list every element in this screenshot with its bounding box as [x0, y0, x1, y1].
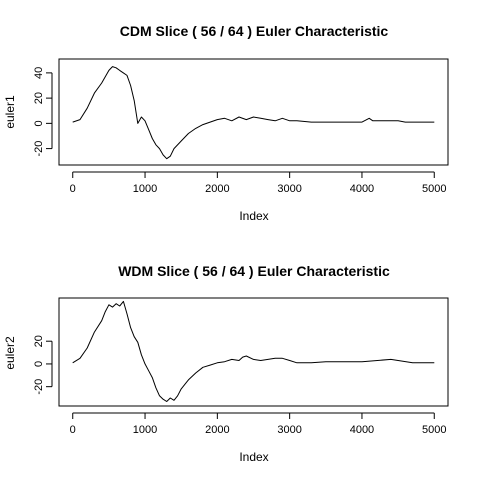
y-axis: -20 0 20 40: [33, 67, 53, 157]
x-tick-label: 1000: [133, 424, 157, 436]
y-tick-label: 0: [33, 120, 45, 126]
y-axis-label: euler1: [3, 95, 17, 129]
x-tick-label: 4000: [350, 424, 374, 436]
y-tick-label: -20: [33, 141, 45, 157]
plot-frame: [58, 58, 449, 166]
y-axis: -20 0 20: [33, 335, 53, 395]
y-tick-label: 0: [33, 361, 45, 367]
y-tick-label: 20: [33, 335, 45, 347]
x-tick-label: 0: [70, 424, 76, 436]
cdm-euler-panel: CDM Slice ( 56 / 64 ) Euler Characterist…: [3, 23, 449, 223]
chart-title: CDM Slice ( 56 / 64 ) Euler Characterist…: [120, 23, 389, 39]
x-tick-label: 1000: [133, 183, 157, 195]
x-tick-label: 0: [70, 183, 76, 195]
x-tick-label: 4000: [350, 183, 374, 195]
x-axis-label: Index: [239, 450, 268, 464]
x-tick-label: 3000: [277, 183, 301, 195]
wdm-euler-panel: WDM Slice ( 56 / 64 ) Euler Characterist…: [3, 263, 449, 464]
y-tick-label: 40: [33, 67, 45, 79]
x-tick-label: 5000: [422, 424, 446, 436]
x-axis: 0 1000 2000 3000 4000 5000: [70, 171, 447, 195]
y-tick-label: -20: [33, 379, 45, 395]
x-tick-label: 3000: [277, 424, 301, 436]
x-tick-label: 5000: [422, 183, 446, 195]
series-line: [72, 300, 435, 402]
y-axis-label: euler2: [3, 336, 17, 370]
chart-title: WDM Slice ( 56 / 64 ) Euler Characterist…: [118, 263, 390, 279]
x-tick-label: 2000: [205, 424, 229, 436]
y-tick-label: 20: [33, 92, 45, 104]
x-tick-label: 2000: [205, 183, 229, 195]
plot-frame: [58, 297, 449, 407]
plot-area: [72, 66, 435, 160]
plot-area: [72, 300, 435, 402]
series-line: [72, 66, 435, 160]
x-axis: 0 1000 2000 3000 4000 5000: [70, 412, 447, 436]
x-axis-label: Index: [239, 209, 268, 223]
